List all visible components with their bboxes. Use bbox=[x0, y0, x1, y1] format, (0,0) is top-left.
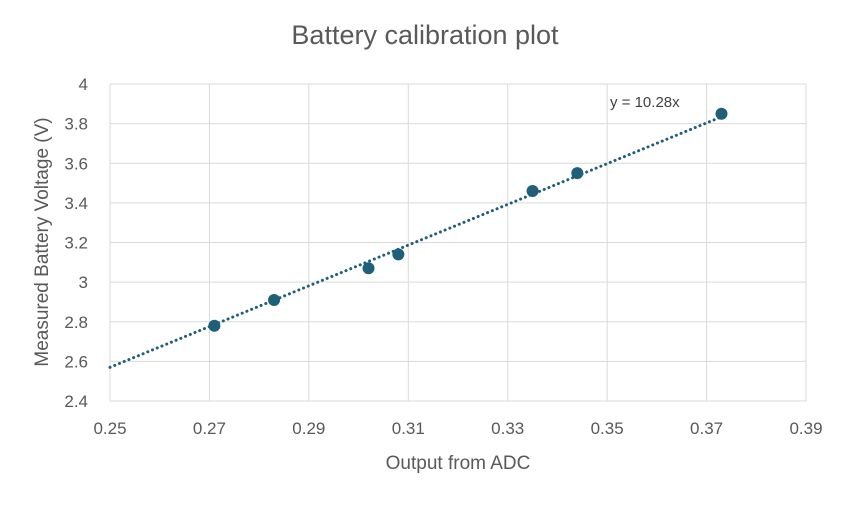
y-tick-label: 3.4 bbox=[64, 194, 88, 213]
data-point-1 bbox=[268, 293, 281, 306]
y-tick-label: 3.6 bbox=[64, 154, 88, 173]
y-tick-label: 2.8 bbox=[64, 313, 88, 332]
x-tick-label: 0.25 bbox=[93, 419, 126, 438]
x-axis-ticks: 0.25 0.27 0.29 0.31 0.33 0.35 0.37 0.39 bbox=[93, 419, 822, 438]
y-tick-label: 2.4 bbox=[64, 392, 88, 411]
x-tick-label: 0.35 bbox=[591, 419, 624, 438]
data-point-2 bbox=[362, 262, 375, 275]
y-axis-title: Measured Battery Voltage (V) bbox=[32, 117, 53, 366]
data-point-3 bbox=[392, 248, 405, 261]
chart-title: Battery calibration plot bbox=[291, 20, 559, 50]
trendline-equation: y = 10.28x bbox=[610, 94, 680, 111]
y-tick-label: 3.2 bbox=[64, 234, 88, 253]
x-tick-label: 0.37 bbox=[690, 419, 723, 438]
data-point-0 bbox=[208, 319, 221, 332]
x-tick-label: 0.33 bbox=[491, 419, 524, 438]
x-tick-label: 0.31 bbox=[392, 419, 425, 438]
y-tick-label: 3.8 bbox=[64, 115, 88, 134]
y-tick-label: 2.6 bbox=[64, 352, 88, 371]
y-tick-label: 3 bbox=[79, 273, 88, 292]
x-axis-title: Output from ADC bbox=[386, 453, 531, 474]
y-tick-label: 4 bbox=[79, 75, 88, 94]
data-point-5 bbox=[571, 167, 584, 180]
trendline-group bbox=[108, 115, 723, 369]
trendline bbox=[108, 115, 723, 369]
x-tick-label: 0.29 bbox=[292, 419, 325, 438]
y-axis-ticks: 2.4 2.6 2.8 3 3.2 3.4 3.6 3.8 4 bbox=[64, 75, 88, 411]
x-tick-label: 0.39 bbox=[789, 419, 822, 438]
data-point-4 bbox=[526, 184, 539, 197]
data-points bbox=[208, 107, 728, 332]
x-tick-label: 0.27 bbox=[193, 419, 226, 438]
gridlines bbox=[109, 83, 807, 402]
data-point-6 bbox=[715, 107, 728, 120]
